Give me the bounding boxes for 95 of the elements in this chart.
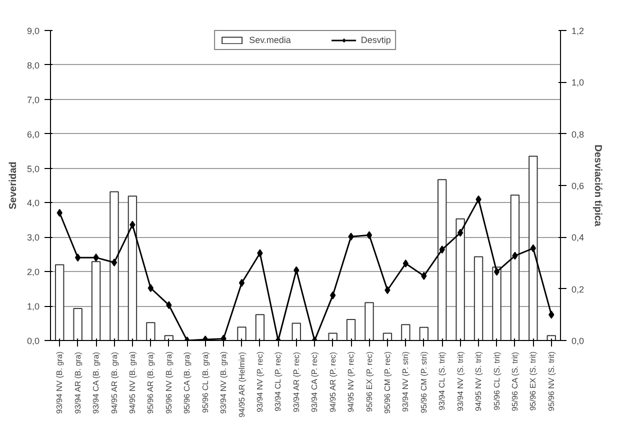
point	[148, 284, 154, 292]
y-tick-label: 6,0	[26, 129, 40, 140]
x-tick-label: 94/95 NV (B. gra)	[128, 351, 137, 414]
bar	[510, 194, 520, 340]
point	[111, 258, 118, 266]
x-tick-label: 95/96 EX (S. trit)	[528, 351, 538, 411]
x-tick-label: 93/94 CA (P. rec)	[310, 352, 320, 412]
y-tick-label: 3,0	[26, 232, 40, 243]
y2-tick-label: 0,0	[572, 336, 584, 346]
bar	[528, 156, 538, 340]
bar	[128, 196, 138, 340]
bar	[328, 332, 338, 340]
point	[56, 208, 62, 217]
x-tick-label: 93/94 NV (P. rec)	[255, 351, 264, 412]
x-tick-label: 94/95 NV (S. trit)	[474, 351, 484, 412]
y2-axis-title: Desviación típica	[592, 144, 604, 227]
point	[257, 249, 263, 258]
y-tick-label: 8,0	[26, 60, 40, 70]
bar	[438, 179, 447, 340]
y-tick-label: 0,0	[26, 336, 40, 346]
y-tick-label: 2,0	[26, 267, 40, 278]
bar	[255, 314, 265, 340]
x-tick-label: 95/96 AR (B. gra)	[146, 352, 156, 414]
legend-label: Sev.media	[249, 35, 291, 45]
x-tick-label: 95/96 CL (S. trit)	[492, 351, 502, 410]
bar	[164, 335, 174, 340]
point	[130, 220, 136, 229]
x-tick-label: 93/94 CA (B. gra)	[92, 352, 101, 414]
point	[548, 310, 554, 319]
bar	[73, 308, 82, 340]
x-tick-label: 93/94 CL (P. rec)	[274, 351, 283, 412]
y2-tick-label: 0,4	[572, 232, 584, 243]
point	[348, 232, 354, 241]
point	[93, 254, 99, 262]
y2-tick-label: 1,2	[572, 26, 584, 36]
x-tick-label: 94/95 AR (B. gra)	[110, 352, 119, 414]
bar	[346, 318, 356, 340]
x-tick-label: 93/94 AR (P. rec)	[292, 352, 301, 412]
x-tick-label: 95/96 CM (P. stri)	[419, 351, 428, 414]
x-tick-label: 93/94 NV (B. gra)	[55, 351, 64, 414]
point	[74, 254, 81, 262]
bar	[456, 218, 465, 340]
bar	[364, 302, 374, 340]
x-tick-label: 93/94 NV (P. stri)	[401, 351, 410, 412]
x-tick-label: 95/96 CM (P. rec)	[382, 351, 392, 414]
point	[220, 334, 226, 340]
point	[294, 266, 300, 274]
y-tick-label: 1,0	[26, 302, 40, 312]
y2-tick-label: 0,2	[572, 284, 584, 294]
point	[457, 228, 464, 237]
point	[421, 272, 427, 280]
bar	[546, 335, 556, 340]
x-tick-label: 95/96 NV (B. gra)	[164, 351, 174, 414]
bar	[474, 256, 484, 340]
x-tick-label: 93/94 NV (S. trit)	[456, 351, 465, 412]
bar	[419, 326, 428, 340]
x-tick-label: 94/95 AR (P. rec)	[328, 352, 338, 412]
point	[530, 244, 536, 252]
x-tick-label: 93/94 AR (B. gra)	[73, 352, 82, 414]
point	[476, 195, 482, 204]
bar	[401, 324, 410, 340]
x-tick-label: 93/94 NV (B. gra)	[219, 351, 228, 414]
point	[166, 301, 172, 310]
x-tick-label: 93/94 CL (S. trit)	[438, 351, 447, 410]
y-tick-label: 5,0	[26, 164, 40, 174]
point	[330, 291, 336, 300]
point	[439, 246, 445, 254]
bar	[146, 322, 156, 340]
y-tick-label: 7,0	[26, 94, 40, 105]
bar	[110, 191, 119, 340]
x-tick-label: 95/96 EX (P. rec)	[364, 351, 374, 412]
x-tick-label: 94/95 AR (Helmin)	[237, 352, 246, 418]
x-tick-label: 94/95 NV (P. rec)	[346, 351, 356, 412]
legend-label: Desvtip	[360, 35, 391, 45]
x-tick-label: 95/96 CL (B. gra)	[200, 351, 210, 413]
x-tick-label: 95/96 CA (S. trit)	[510, 352, 520, 412]
bar	[91, 261, 101, 340]
point	[384, 286, 390, 294]
x-tick-label: 95/96 CA (B. gra)	[182, 352, 192, 414]
point	[366, 231, 372, 240]
y2-tick-label: 0,6	[572, 181, 584, 191]
bar	[292, 322, 301, 340]
point	[512, 252, 518, 260]
y2-tick-label: 0,8	[572, 129, 584, 140]
point	[494, 268, 500, 276]
y-tick-label: 9,0	[26, 26, 40, 36]
y2-tick-label: 1,0	[572, 78, 584, 88]
point	[402, 260, 409, 268]
bar	[55, 264, 64, 340]
bar	[237, 326, 246, 340]
y-tick-label: 4,0	[26, 198, 40, 208]
point	[238, 278, 245, 287]
y-axis-title: Severidad	[8, 162, 19, 210]
x-tick-label: 95/96 NV (S. trit)	[546, 351, 556, 412]
bar	[492, 266, 502, 340]
